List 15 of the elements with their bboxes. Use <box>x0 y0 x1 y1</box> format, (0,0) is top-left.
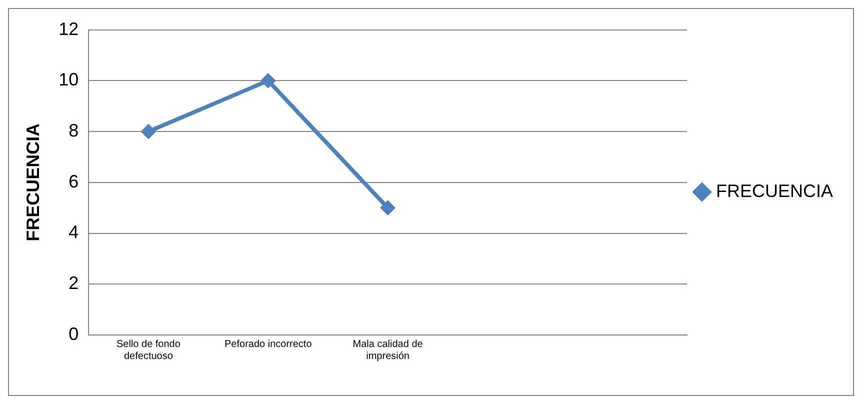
x-tick-label: Peforado incorrecto <box>224 338 312 350</box>
point <box>260 73 276 88</box>
point <box>140 124 156 140</box>
y-tick-label: 8 <box>68 120 79 140</box>
y-tick-label: 0 <box>68 324 79 344</box>
y-tick-label: 4 <box>68 222 79 242</box>
y-tick-label: 12 <box>58 18 79 39</box>
y-axis-title: FRECUENCIA <box>22 123 43 242</box>
x-tick-label: Sello de fondo defectuoso <box>116 338 181 362</box>
legend-label: FRECUENCIA <box>716 180 834 201</box>
y-tick-label: 10 <box>58 70 79 90</box>
x-tick-label: Mala calidad de impresión <box>352 338 424 362</box>
y-tick-label: 6 <box>68 171 79 192</box>
point <box>380 200 396 216</box>
y-tick-label: 2 <box>68 273 79 294</box>
